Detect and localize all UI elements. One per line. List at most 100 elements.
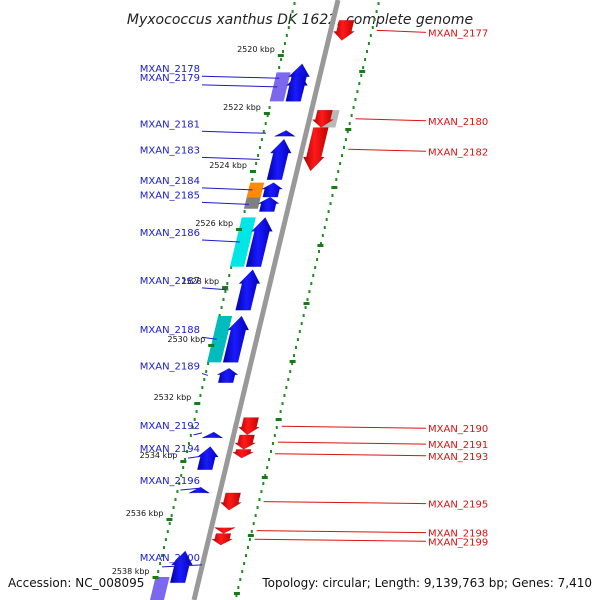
track-dot: [271, 442, 274, 445]
track-dot: [316, 258, 319, 261]
forward-gene-arrow: [222, 315, 250, 363]
track-dot: [255, 162, 258, 165]
scale-tick-label: 2536 kbp: [126, 509, 164, 518]
track-dot: [287, 26, 290, 29]
forward-gene-arrow: [261, 182, 284, 198]
map-title: Myxococcus xanthus DK 1622, complete gen…: [127, 12, 473, 28]
track-dot: [331, 194, 334, 197]
forward-gene-label[interactable]: MXAN_2188: [140, 325, 200, 336]
track-dot: [264, 474, 267, 477]
track-dot: [184, 458, 187, 461]
track-dot: [189, 434, 192, 437]
forward-gene-label[interactable]: MXAN_2179: [140, 73, 200, 84]
forward-gene-label[interactable]: MXAN_2200: [140, 553, 200, 564]
track-dot: [191, 426, 194, 429]
forward-gene-label[interactable]: MXAN_2192: [140, 421, 200, 432]
label-leader: [201, 75, 280, 79]
track-dot: [319, 242, 322, 245]
scale-tick-right: [331, 186, 338, 189]
label-leader: [348, 148, 427, 152]
scale-tick-label: 2530 kbp: [167, 335, 205, 344]
label-leader: [201, 287, 229, 291]
track-dot: [251, 178, 254, 181]
scale-tick-right: [247, 534, 254, 537]
scale-tick-right: [233, 592, 240, 595]
label-leader: [263, 501, 427, 505]
reverse-gene-label[interactable]: MXAN_2193: [428, 452, 488, 463]
reverse-gene-label[interactable]: MXAN_2177: [428, 28, 488, 39]
track-dot: [252, 522, 255, 525]
track-dot: [314, 266, 317, 269]
track-dot: [178, 482, 181, 485]
cog-block: [149, 577, 170, 600]
forward-gene-arrow: [285, 71, 309, 102]
track-dot: [294, 346, 297, 349]
scale-tick-right: [303, 302, 310, 305]
track-dot: [312, 274, 315, 277]
reverse-gene-arrow: [302, 127, 329, 172]
forward-gene-label[interactable]: MXAN_2183: [140, 145, 200, 156]
forward-gene-label[interactable]: MXAN_2196: [140, 476, 200, 487]
label-leader: [201, 336, 217, 340]
track-dot: [203, 378, 206, 381]
track-dot: [289, 370, 292, 373]
reverse-gene-label[interactable]: MXAN_2191: [428, 440, 488, 451]
forward-gene-label[interactable]: MXAN_2194: [140, 444, 200, 455]
track-dot: [342, 146, 345, 149]
forward-gene-label[interactable]: MXAN_2181: [140, 119, 200, 130]
scale-tick-label: 2520 kbp: [237, 45, 275, 54]
track-dot: [254, 514, 257, 517]
forward-gene-label[interactable]: MXAN_2178: [140, 64, 200, 75]
track-dot: [275, 426, 278, 429]
track-dot: [348, 122, 351, 125]
reverse-gene-label[interactable]: MXAN_2198: [428, 529, 488, 540]
track-dot: [337, 170, 340, 173]
genome-summary-text: Topology: circular; Length: 9,139,763 bp…: [261, 576, 592, 590]
track-dot: [270, 450, 272, 453]
reverse-gene-arrow: [219, 492, 243, 511]
reverse-gene-label[interactable]: MXAN_2195: [428, 500, 488, 511]
track-dot: [164, 538, 167, 541]
reverse-gene-label[interactable]: MXAN_2199: [428, 537, 488, 548]
reverse-gene-label[interactable]: MXAN_2180: [428, 117, 488, 128]
scale-tick: [249, 170, 256, 173]
track-dot: [159, 562, 162, 565]
reverse-strand-genes: [210, 19, 356, 546]
track-dot: [268, 106, 271, 109]
track-dot: [291, 10, 294, 13]
reverse-gene-label[interactable]: MXAN_2190: [428, 424, 488, 435]
label-leader: [187, 455, 203, 459]
track-dot: [369, 34, 372, 37]
forward-gene-label[interactable]: MXAN_2184: [140, 176, 200, 187]
scale-tick-label: 2538 kbp: [112, 567, 150, 576]
forward-gene-label[interactable]: MXAN_2187: [140, 276, 200, 287]
label-leader: [254, 538, 427, 542]
cog-block: [229, 217, 256, 267]
forward-gene-label[interactable]: MXAN_2186: [140, 228, 200, 239]
track-dot: [228, 274, 231, 277]
label-leader: [201, 372, 209, 376]
track-dot: [323, 226, 326, 229]
label-leader: [201, 84, 278, 88]
scale-tick-right: [261, 476, 268, 479]
track-dot: [172, 506, 175, 509]
scale-tick-label: 2534 kbp: [140, 451, 178, 460]
cog-block: [246, 182, 265, 198]
forward-gene-label[interactable]: MXAN_2185: [140, 190, 200, 201]
forward-gene-label[interactable]: MXAN_2189: [140, 361, 200, 372]
scale-ticks: 2520 kbp 2522 kbp 2524 kbp 2526 kbp 2528 kbp…: [112, 45, 366, 595]
label-leader: [161, 564, 203, 568]
track-dot: [289, 18, 292, 21]
track-dot: [293, 2, 296, 5]
track-dot: [170, 514, 173, 517]
forward-gene-arrow: [196, 446, 219, 471]
track-dot: [335, 178, 338, 181]
track-dot: [366, 50, 368, 53]
reverse-gene-label[interactable]: MXAN_2182: [428, 147, 488, 158]
track-dot: [371, 26, 374, 29]
scale-tick-right: [317, 244, 324, 247]
scale-tick-right: [345, 128, 352, 131]
scale-tick-right: [359, 70, 366, 73]
